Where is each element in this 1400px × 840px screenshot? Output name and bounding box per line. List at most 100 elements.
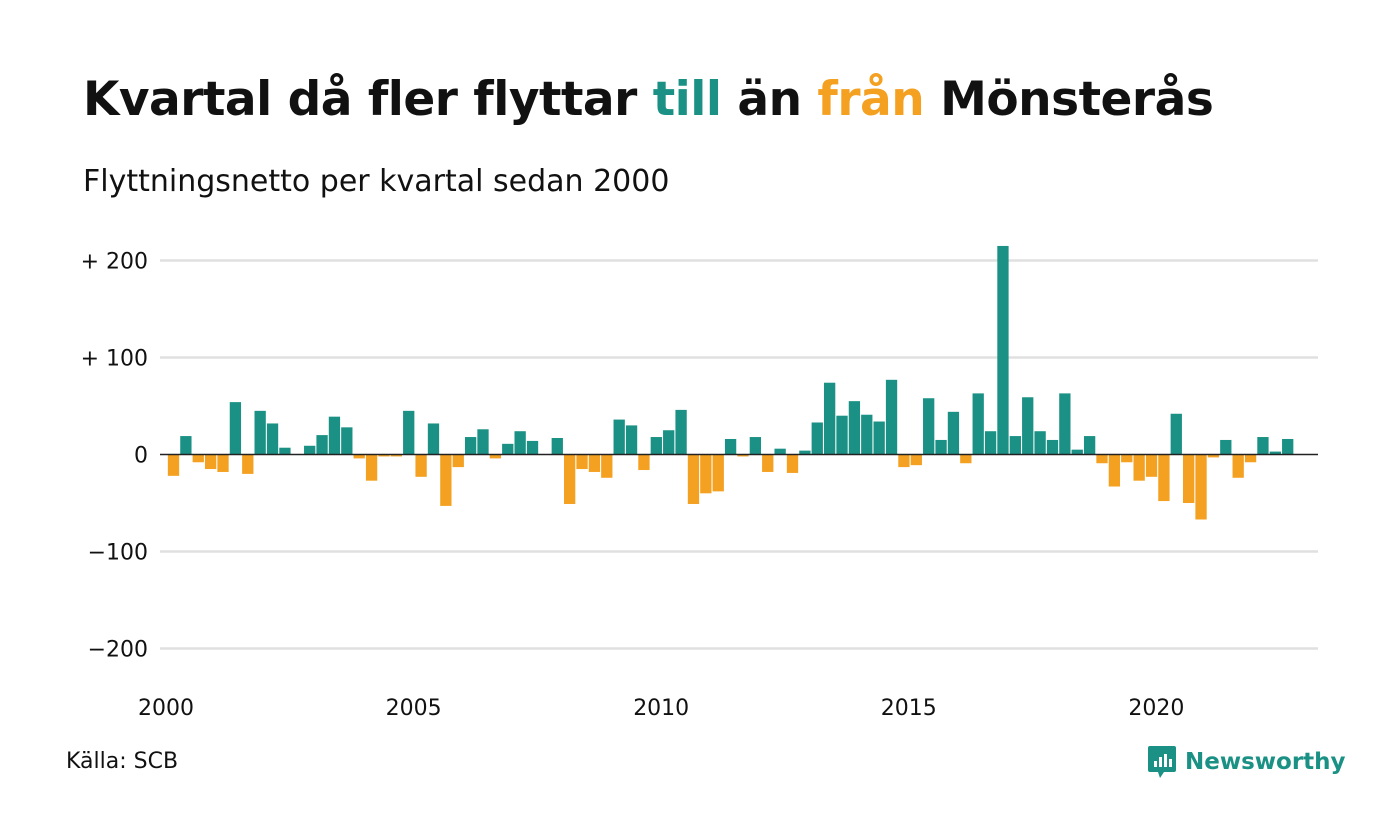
title-part-1: Kvartal då fler flyttar	[83, 72, 653, 127]
bar	[576, 454, 588, 470]
gridlines	[160, 259, 1318, 650]
bar	[700, 454, 712, 494]
bar	[316, 435, 328, 455]
bar	[923, 398, 935, 455]
bar	[390, 454, 402, 457]
bar	[687, 454, 700, 504]
bar	[1022, 397, 1034, 455]
bar	[1108, 454, 1121, 487]
bar	[204, 454, 217, 470]
x-tick-label: 2020	[1128, 696, 1184, 721]
y-tick-label: −100	[88, 541, 148, 566]
bar	[328, 416, 341, 455]
bar	[254, 410, 266, 455]
title-till-highlight: till	[652, 72, 722, 127]
bar	[1195, 454, 1207, 520]
bar	[1220, 439, 1232, 455]
bar	[675, 409, 687, 455]
bar	[1158, 454, 1170, 502]
bar	[1207, 454, 1220, 458]
bar	[1170, 413, 1182, 455]
bar	[823, 382, 836, 455]
bars	[167, 245, 1294, 520]
bar	[266, 423, 279, 455]
bar	[1183, 454, 1195, 503]
bar	[836, 415, 848, 455]
bar	[601, 454, 613, 478]
x-tick-label: 2010	[633, 696, 689, 721]
x-tick-label: 2005	[386, 696, 442, 721]
bar	[167, 454, 180, 476]
bar	[304, 445, 316, 455]
bar	[1121, 454, 1133, 463]
bar	[712, 454, 724, 492]
x-tick-label: 2000	[138, 696, 194, 721]
bar	[1269, 451, 1281, 455]
bar	[1083, 436, 1096, 455]
bar	[526, 440, 539, 455]
bar	[737, 454, 749, 457]
bar	[873, 421, 885, 455]
bar	[848, 401, 861, 455]
title-fran-highlight: från	[817, 72, 925, 127]
bar	[786, 454, 799, 473]
bar	[1046, 439, 1059, 455]
bar	[1232, 454, 1244, 478]
bar	[1096, 454, 1108, 464]
bar	[799, 450, 811, 455]
bar	[353, 454, 365, 459]
bar	[762, 454, 774, 472]
bar	[452, 454, 464, 468]
bar	[960, 454, 972, 464]
bar	[502, 443, 514, 455]
bar	[477, 429, 489, 455]
bar	[1244, 454, 1257, 463]
newsworthy-logo-icon	[1148, 746, 1176, 778]
chart-title: Kvartal då fler flyttar till än från Mön…	[83, 72, 1214, 127]
bar	[749, 437, 762, 455]
bar	[1133, 454, 1145, 481]
bar	[613, 419, 625, 455]
bar	[427, 423, 440, 455]
y-tick-label: 0	[134, 444, 148, 469]
axis-labels: + 200 + 100 0 −100 −200 2000 2005 2010 2015 2020	[81, 250, 1185, 722]
bar	[229, 402, 242, 455]
bar	[663, 430, 675, 455]
bar	[1282, 438, 1294, 455]
y-tick-label: + 100	[81, 347, 148, 372]
bar	[378, 454, 390, 457]
x-tick-label: 2015	[881, 696, 937, 721]
bar	[1257, 437, 1269, 455]
bar	[885, 379, 898, 455]
bar	[650, 437, 662, 455]
bar	[440, 454, 452, 506]
bar	[464, 437, 477, 455]
bar	[551, 438, 563, 455]
bar	[935, 439, 947, 455]
bar	[1071, 449, 1083, 455]
title-part-2: än	[721, 72, 818, 127]
bar	[403, 410, 415, 455]
title-part-3: Mönsterås	[924, 72, 1214, 127]
bar	[217, 454, 229, 472]
bar	[638, 454, 650, 471]
bar	[861, 414, 873, 455]
brand-name: Newsworthy	[1185, 749, 1346, 775]
chart-subtitle: Flyttningsnetto per kvartal sedan 2000	[83, 164, 670, 199]
bar	[1009, 436, 1021, 455]
bar	[811, 422, 823, 455]
bar	[588, 454, 601, 472]
bar	[984, 431, 997, 455]
bar	[1145, 454, 1158, 477]
y-tick-label: −200	[88, 638, 148, 663]
source-note: Källa: SCB	[66, 749, 179, 774]
bar	[1059, 393, 1071, 455]
y-tick-label: + 200	[81, 250, 148, 275]
bar	[910, 454, 922, 466]
bar	[341, 427, 353, 455]
bar	[279, 447, 291, 455]
bar	[180, 436, 192, 455]
newsworthy-logo[interactable]: Newsworthy	[1147, 744, 1346, 780]
bar	[192, 454, 204, 463]
bar	[415, 454, 427, 477]
